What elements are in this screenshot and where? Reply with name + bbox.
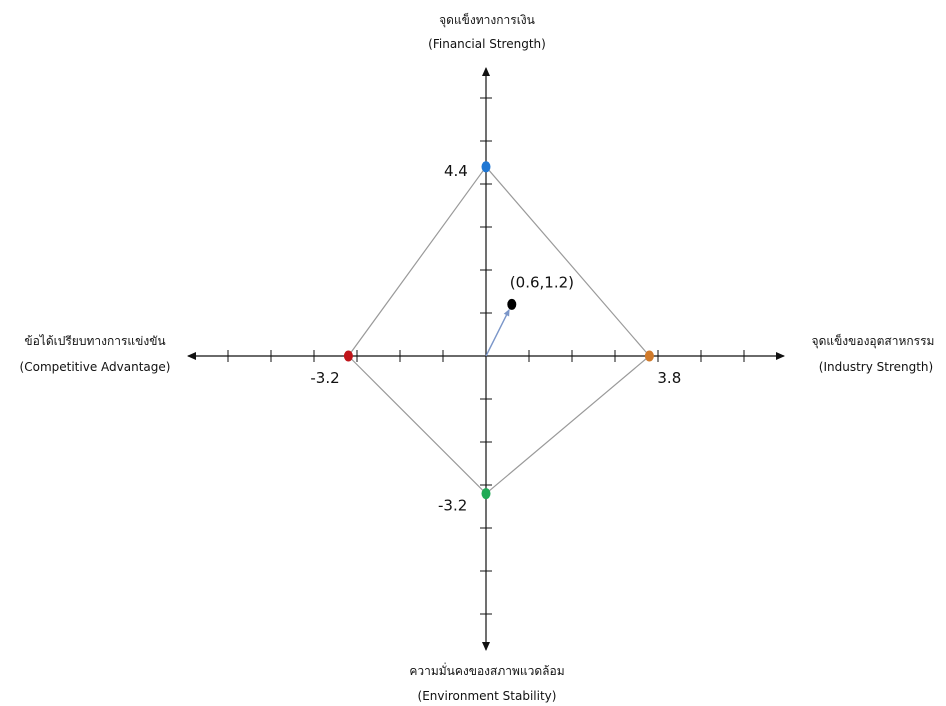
axis-title-top: จุดแข็งทางการเงิน (439, 12, 535, 28)
axes (187, 67, 785, 651)
axis-title-top-en: (Financial Strength) (428, 37, 546, 51)
data-points: 4.4 3.8 -3.2 -3.2 (0.6,1.2) (310, 161, 681, 515)
axis-title-bottom: ความมั่นคงของสภาพแวดล้อม (409, 662, 564, 678)
label-financial-strength: 4.4 (444, 162, 468, 180)
direction-vector-line (485, 308, 510, 357)
axis-titles: จุดแข็งทางการเงิน (Financial Strength) ค… (20, 12, 935, 703)
result-point (507, 298, 517, 310)
point-financial-strength (481, 161, 491, 173)
axis-title-left: ข้อได้เปรียบทางการแข่งขัน (24, 334, 165, 348)
axis-title-right-en: (Industry Strength) (819, 360, 933, 374)
label-competitive-advantage: -3.2 (310, 369, 339, 387)
axis-title-right: จุดแข็งของอุตสาหกรรม (812, 333, 935, 349)
axis-ticks (227, 97, 745, 615)
label-environment-stability: -3.2 (438, 497, 467, 515)
axis-title-bottom-en: (Environment Stability) (418, 689, 557, 703)
label-industry-strength: 3.8 (657, 369, 681, 387)
point-environment-stability (481, 488, 491, 500)
direction-vector (485, 308, 510, 357)
axis-title-left-en: (Competitive Advantage) (20, 360, 171, 374)
result-point-label: (0.6,1.2) (510, 273, 574, 291)
point-competitive-advantage (343, 350, 353, 362)
point-industry-strength (644, 350, 654, 362)
